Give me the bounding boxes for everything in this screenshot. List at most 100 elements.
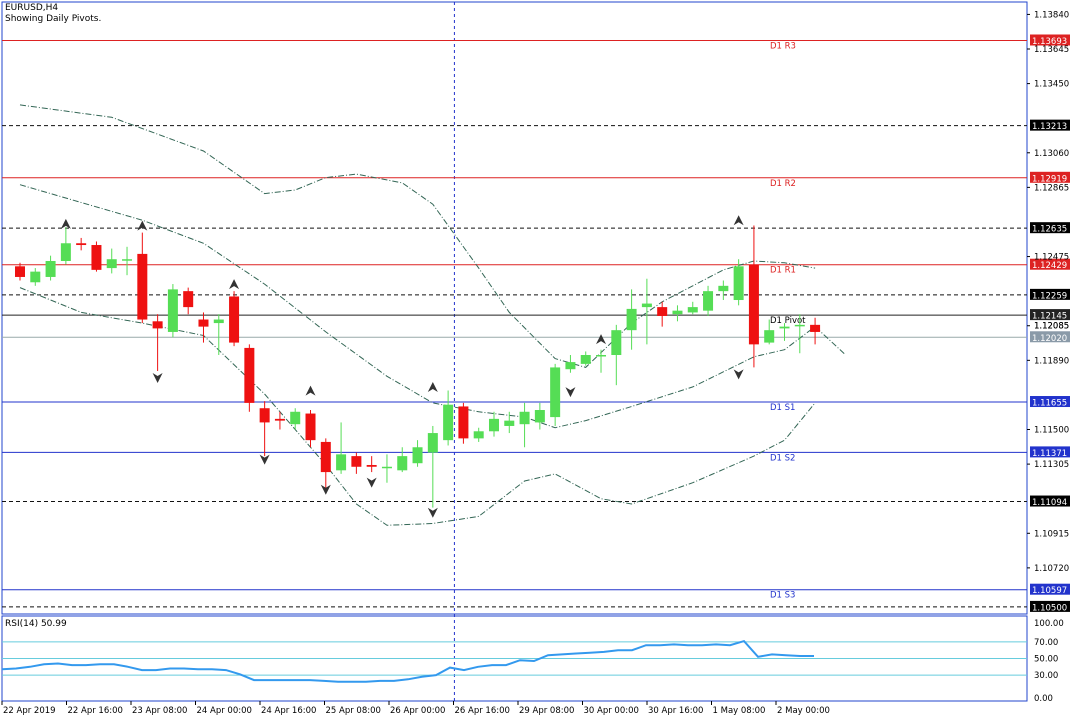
time-tick-label: 24 Apr 00:00 — [197, 706, 252, 716]
price-tag-label: 1.12429 — [1032, 261, 1067, 271]
price-tag-label: 1.10597 — [1032, 586, 1067, 596]
fractal-up-arrow — [60, 218, 71, 229]
bull-candle-body — [488, 418, 499, 432]
bear-candle-body — [259, 408, 270, 423]
price-tag-bg — [1030, 396, 1070, 408]
price-tag-label: 1.12635 — [1032, 225, 1067, 235]
price-tick-label: 1.11305 — [1034, 460, 1069, 470]
time-tick-label: 23 Apr 08:00 — [132, 706, 187, 716]
bull-candle-body — [290, 411, 301, 425]
bull-candle-body — [596, 355, 607, 357]
fractal-down-arrow — [733, 369, 744, 380]
price-axis-group: 1.13213 1.12635 1.12259 1.11094 1.10500 1.136… — [1027, 10, 1070, 613]
candles-group — [15, 225, 821, 508]
bull-candle-body — [611, 330, 622, 356]
bull-candle-body — [534, 410, 545, 423]
price-tag-bg — [1030, 258, 1070, 270]
price-tag-label: 1.11094 — [1032, 498, 1067, 508]
rsi-line — [1, 639, 814, 683]
current-price-tag-bg — [1030, 331, 1070, 343]
moving-average-group — [19, 104, 847, 526]
price-tag-bg — [1030, 119, 1070, 131]
rsi-tick-label: 100.00 — [1034, 619, 1064, 629]
fractal-up-arrow — [596, 334, 607, 345]
bull-candle-body — [550, 367, 561, 418]
rsi-tick-label: 70.00 — [1034, 638, 1058, 648]
bull-candle-body — [412, 447, 423, 464]
price-tick-label: 1.13450 — [1034, 80, 1069, 90]
time-tick-label: 26 Apr 00:00 — [390, 706, 445, 716]
moving-average-line — [19, 287, 816, 526]
bull-candle-body — [580, 355, 591, 364]
bull-candle-body — [60, 243, 71, 261]
bull-candle-body — [764, 330, 775, 343]
moving-average-line — [19, 184, 847, 429]
fractal-down-arrow — [565, 387, 576, 398]
pivot-level-name: D1 S2 — [770, 453, 795, 463]
bear-candle-body — [15, 266, 25, 277]
bear-candle-body — [458, 406, 469, 439]
time-tick-label: 25 Apr 08:00 — [326, 706, 381, 716]
pivot-level-name: D1 S1 — [770, 403, 795, 413]
price-tag-label: 1.12145 — [1032, 312, 1067, 322]
bull-candle-body — [641, 303, 652, 308]
pivot-level-name: D1 Pivot — [770, 316, 806, 326]
pivot-levels-group: D1 R3 D1 R2 D1 R1 D1 Pivot D1 S1 D1 S2 D1 S3 — [2, 39, 1027, 608]
bull-candle-body — [336, 454, 347, 471]
price-tag-bg — [1030, 583, 1070, 595]
bear-candle-body — [351, 456, 362, 467]
bull-candle-body — [381, 466, 392, 469]
price-tick-label: 1.12475 — [1034, 253, 1069, 263]
time-tick-label: 24 Apr 16:00 — [261, 706, 316, 716]
bear-candle-body — [748, 264, 759, 345]
bear-candle-body — [76, 243, 87, 246]
bull-candle-body — [167, 289, 178, 332]
time-axis-group: 22 Apr 2019 22 Apr 16:00 23 Apr 08:00 24 Ap… — [1, 701, 830, 716]
bear-candle-body — [810, 324, 821, 332]
price-tick-label: 1.12085 — [1034, 321, 1069, 331]
fractal-down-arrow — [259, 454, 270, 465]
main-panel-frame — [1, 1, 1028, 615]
bull-candle-body — [565, 362, 576, 370]
time-tick-label: 22 Apr 2019 — [3, 706, 56, 716]
bear-candle-body — [320, 441, 331, 473]
bull-candle-body — [213, 319, 224, 324]
bull-candle-body — [427, 433, 438, 453]
price-tick-label: 1.10720 — [1034, 564, 1069, 574]
price-tag-bg — [1030, 446, 1070, 458]
bear-candle-body — [244, 347, 255, 403]
fractal-up-arrow — [305, 385, 316, 396]
price-tag-bg — [1030, 309, 1070, 321]
fractal-up-arrow — [427, 382, 438, 393]
price-tag-bg — [1030, 600, 1070, 612]
bull-candle-body — [443, 404, 454, 441]
bear-candle-body — [137, 253, 148, 320]
bull-candle-body — [703, 291, 714, 311]
price-tag-bg — [1030, 222, 1070, 234]
rsi-tick-label: 50.00 — [1034, 655, 1058, 665]
bull-candle-body — [30, 271, 41, 283]
bull-candle-body — [397, 456, 408, 471]
price-tick-label: 1.11500 — [1034, 426, 1069, 436]
bull-candle-body — [672, 310, 683, 315]
pivot-level-name: D1 R3 — [770, 41, 796, 51]
fractal-up-arrow — [137, 220, 148, 231]
bear-candle-body — [366, 464, 377, 467]
price-tag-label: 1.13213 — [1032, 122, 1067, 132]
price-tag-label: 1.12259 — [1032, 291, 1067, 301]
bull-candle-body — [504, 420, 515, 426]
bear-candle-body — [229, 296, 240, 343]
bear-candle-body — [183, 291, 194, 308]
price-tag-bg — [1030, 288, 1070, 300]
time-tick-label: 30 Apr 16:00 — [648, 706, 703, 716]
bear-candle-body — [152, 321, 163, 329]
bear-candle-body — [305, 413, 316, 441]
price-tag-bg — [1030, 171, 1070, 183]
current-price-tag: 1.12020 — [1032, 334, 1067, 344]
price-tag-label: 1.12919 — [1032, 174, 1067, 184]
pivot-level-name: D1 R1 — [770, 266, 796, 276]
price-tick-label: 1.13840 — [1034, 10, 1069, 20]
bull-candle-body — [45, 260, 56, 277]
bull-candle-body — [779, 326, 790, 329]
